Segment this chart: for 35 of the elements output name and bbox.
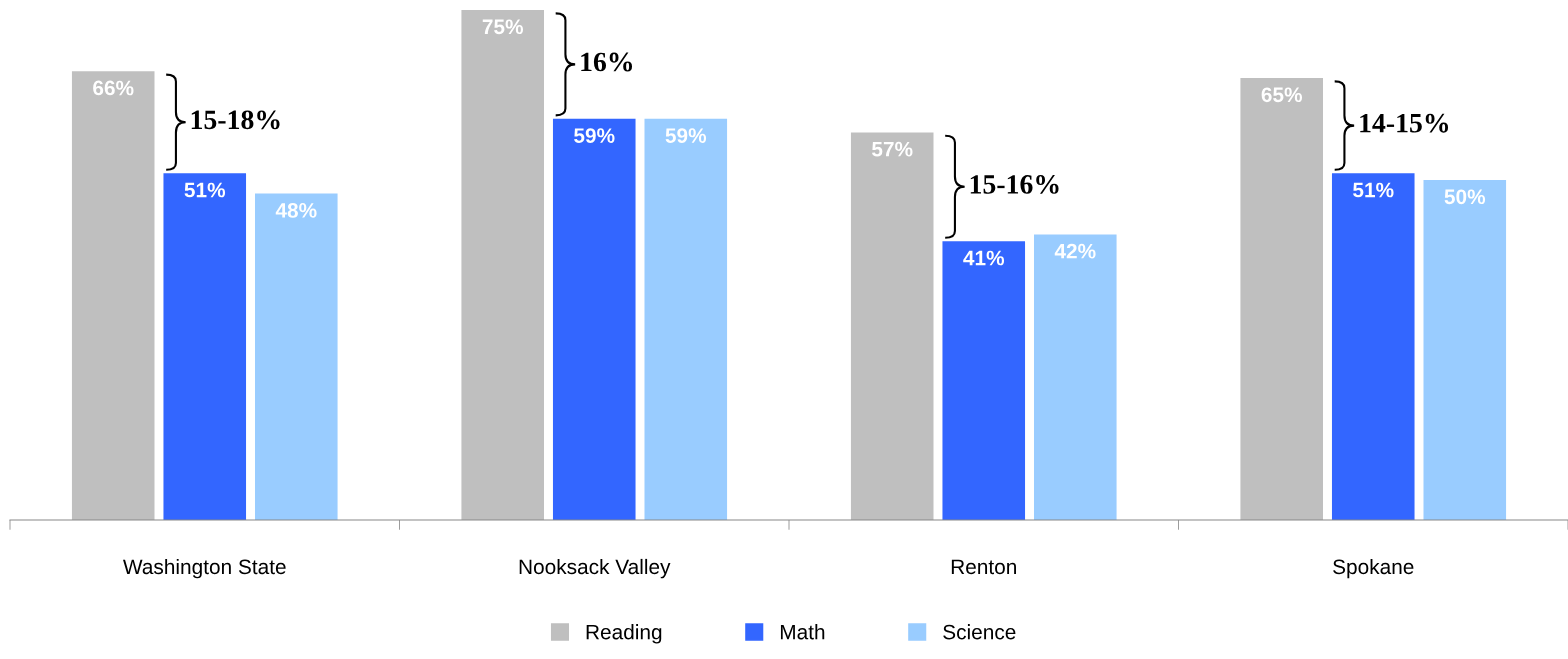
bar [1423, 180, 1507, 520]
bar [163, 173, 247, 520]
data-label: 59% [665, 128, 707, 143]
data-label: 41% [963, 250, 1005, 266]
data-label: 57% [872, 141, 913, 157]
legend-label: Reading [586, 624, 662, 644]
bar [1240, 78, 1323, 520]
bar [644, 118, 728, 520]
data-label: 59% [574, 128, 615, 143]
legend-label: Science [943, 624, 1016, 640]
bar [1034, 234, 1117, 520]
data-label: 51% [1353, 182, 1394, 198]
data-label: 48% [275, 202, 317, 218]
bar [255, 193, 338, 520]
bar [850, 132, 934, 520]
annotation: 14-15% [1360, 113, 1449, 133]
x-tick-label: Renton [951, 559, 1016, 575]
bar [461, 10, 544, 520]
legend-label: Math [780, 624, 825, 640]
data-label: 42% [1054, 243, 1096, 259]
bar [1331, 173, 1415, 520]
data-label: 65% [1261, 87, 1303, 103]
data-label: 75% [482, 19, 524, 35]
bar [942, 241, 1026, 520]
data-label: 66% [93, 80, 134, 96]
x-tick-label: Nooksack Valley [519, 558, 671, 579]
annotation: 15-18% [191, 110, 280, 130]
x-tick-label: Spokane [1333, 558, 1414, 579]
x-tick-label: Washington State [123, 558, 286, 579]
bar [552, 118, 636, 520]
annotation: 15-16% [970, 175, 1059, 194]
annotation: 16% [581, 52, 633, 72]
data-label: 51% [184, 182, 226, 198]
bar [71, 71, 155, 520]
data-label: 50% [1444, 189, 1486, 205]
